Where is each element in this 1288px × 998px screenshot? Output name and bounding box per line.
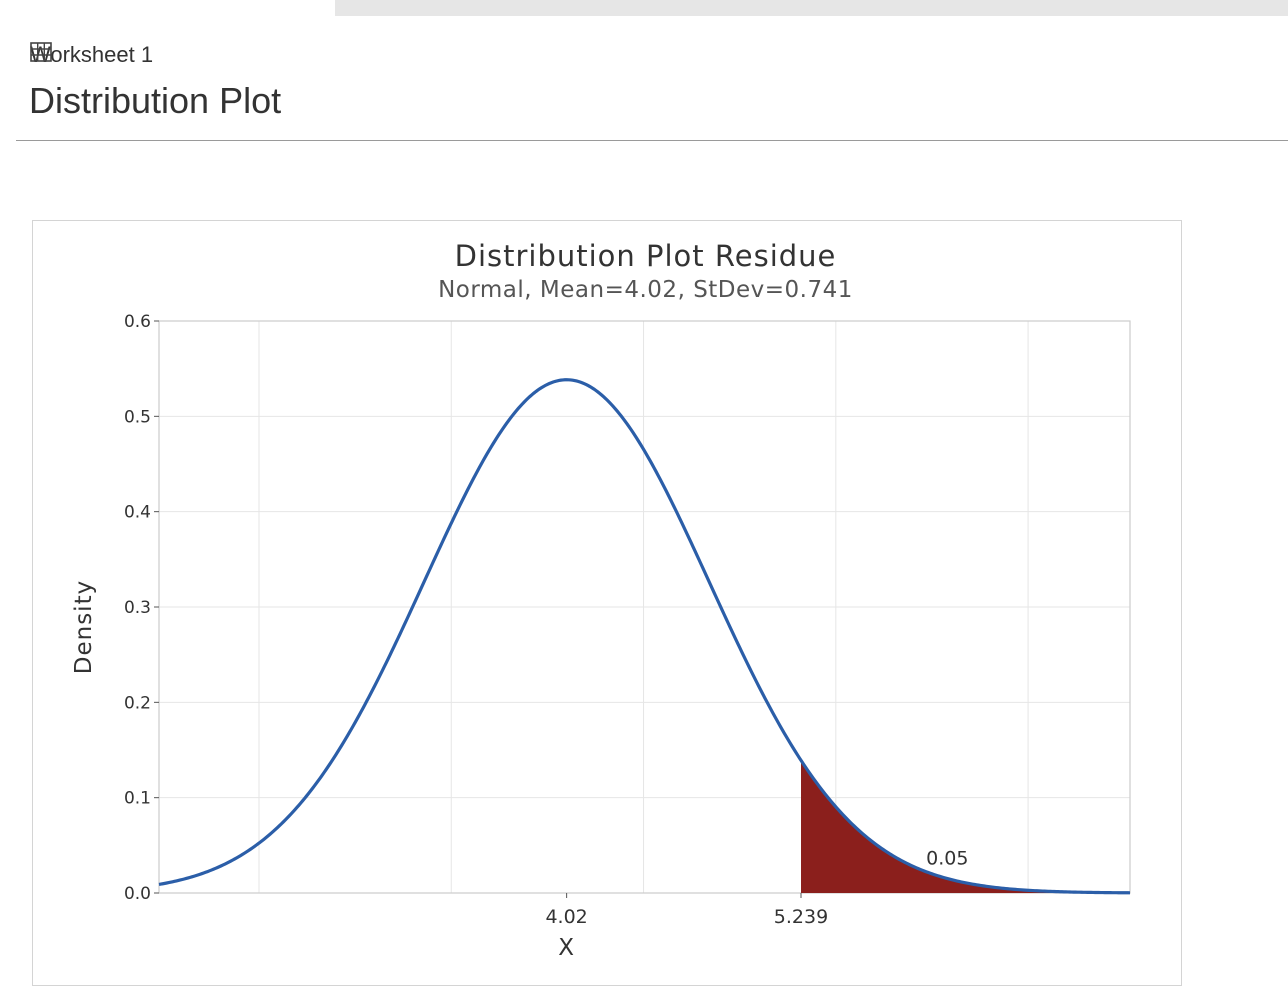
y-tick-label: 0.1: [124, 789, 151, 809]
y-tick-label: 0.4: [124, 503, 151, 523]
y-tick-label: 0.2: [124, 693, 151, 713]
gridlines: [159, 320, 1130, 894]
chart-frame[interactable]: Distribution Plot Residue Normal, Mean=4…: [32, 220, 1182, 986]
worksheet-tab[interactable]: Worksheet 1: [30, 42, 153, 68]
distribution-plot-chart: Distribution Plot Residue Normal, Mean=4…: [71, 239, 1131, 961]
x-axis-label: X: [558, 935, 575, 961]
chart-subtitle: Normal, Mean=4.02, StDev=0.741: [438, 277, 853, 303]
page-title: Distribution Plot: [29, 80, 282, 121]
y-tick-label: 0.5: [124, 407, 151, 427]
x-tick-label: 5.239: [774, 906, 828, 928]
top-toolbar-strip: [335, 0, 1288, 16]
chart-title: Distribution Plot Residue: [455, 239, 837, 273]
x-tick-label: 4.02: [545, 906, 587, 928]
shaded-area-probability-label: 0.05: [926, 848, 968, 870]
y-axis-label: Density: [71, 580, 97, 674]
y-tick-label: 0.3: [124, 598, 151, 618]
header-divider: [16, 140, 1288, 141]
x-axis-ticks: 4.02 5.239: [545, 893, 828, 928]
shaded-tail-area: [801, 760, 1130, 893]
y-tick-label: 0.6: [124, 312, 151, 332]
y-tick-label: 0.0: [124, 884, 151, 904]
table-grid-icon: [30, 42, 52, 62]
y-axis-ticks: 0.0 0.1 0.2 0.3 0.4 0.5 0.6: [124, 312, 159, 904]
density-curve: [158, 378, 1131, 895]
